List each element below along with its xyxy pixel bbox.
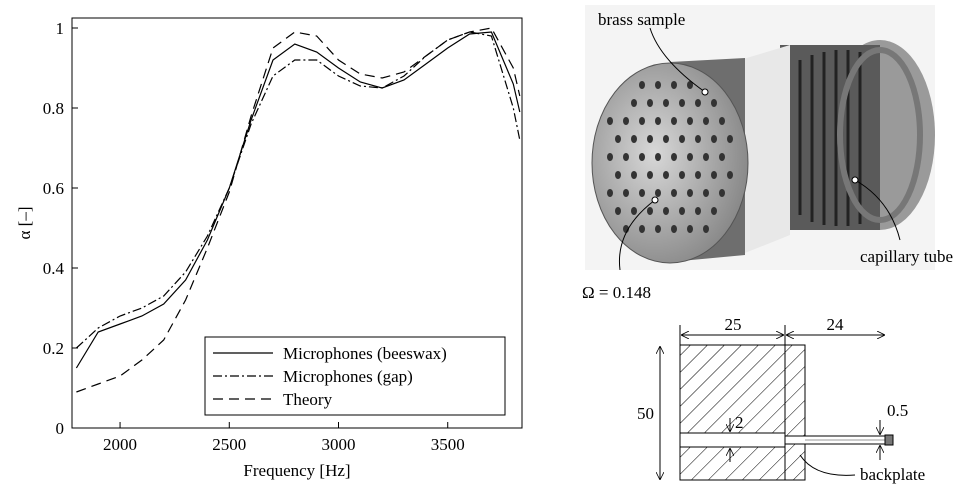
hole xyxy=(623,189,629,197)
technical-drawing xyxy=(660,325,894,481)
y-tick-label: 0.4 xyxy=(43,259,65,278)
hole xyxy=(631,135,637,143)
hole xyxy=(623,117,629,125)
hole xyxy=(663,207,669,215)
dimension-label: 24 xyxy=(827,315,845,334)
hole xyxy=(631,207,637,215)
hole xyxy=(671,117,677,125)
x-axis-label: Frequency [Hz] xyxy=(243,461,350,480)
hole xyxy=(711,135,717,143)
hole xyxy=(679,207,685,215)
hole xyxy=(639,81,645,89)
hole xyxy=(615,171,621,179)
hole xyxy=(607,153,613,161)
y-tick-label: 0.8 xyxy=(43,99,64,118)
hole xyxy=(695,135,701,143)
y-tick-label: 0.6 xyxy=(43,179,64,198)
dimension-label: 2 xyxy=(735,413,744,432)
y-tick-label: 0.2 xyxy=(43,339,64,358)
hole xyxy=(671,189,677,197)
hole xyxy=(671,225,677,233)
dimension-label: backplate xyxy=(860,465,925,484)
x-tick-label: 2000 xyxy=(103,435,137,454)
photo-label: brass sample xyxy=(598,10,685,29)
y-tick-label: 1 xyxy=(56,19,65,38)
hole xyxy=(655,117,661,125)
dimension-label: 25 xyxy=(725,315,742,334)
photo-leaders xyxy=(618,27,901,271)
hole xyxy=(623,153,629,161)
hole xyxy=(719,153,725,161)
hole xyxy=(679,99,685,107)
hole xyxy=(631,99,637,107)
hole xyxy=(663,171,669,179)
hole xyxy=(703,225,709,233)
x-tick-label: 2500 xyxy=(212,435,246,454)
hole xyxy=(687,189,693,197)
x-tick-label: 3000 xyxy=(322,435,356,454)
legend-label: Microphones (beeswax) xyxy=(283,344,447,363)
photo-label: Ω = 0.148 xyxy=(582,283,651,302)
hole xyxy=(695,171,701,179)
hole xyxy=(671,81,677,89)
photo xyxy=(585,5,935,270)
hole xyxy=(679,135,685,143)
hole xyxy=(631,171,637,179)
hole xyxy=(663,99,669,107)
hole xyxy=(655,225,661,233)
x-tick-label: 3500 xyxy=(431,435,465,454)
hole xyxy=(615,207,621,215)
hole xyxy=(727,171,733,179)
dimension-label: 0.5 xyxy=(887,401,908,420)
hole xyxy=(687,117,693,125)
hole xyxy=(607,189,613,197)
plot-frame xyxy=(71,17,523,429)
series-line xyxy=(75,31,521,349)
hole xyxy=(695,207,701,215)
hole xyxy=(711,99,717,107)
hole xyxy=(711,207,717,215)
hole xyxy=(647,99,653,107)
series-line xyxy=(76,27,521,393)
dimension-label: 50 xyxy=(637,404,654,423)
photo-label: capillary tube xyxy=(860,247,953,266)
hole xyxy=(687,81,693,89)
hole xyxy=(687,153,693,161)
hole xyxy=(639,189,645,197)
hole xyxy=(679,171,685,179)
y-tick-label: 0 xyxy=(56,419,65,438)
hole xyxy=(687,225,693,233)
hole xyxy=(647,135,653,143)
hole xyxy=(727,135,733,143)
y-axis-label: α [–] xyxy=(15,207,34,240)
hole xyxy=(655,153,661,161)
hole xyxy=(655,189,661,197)
hole xyxy=(647,207,653,215)
hole xyxy=(647,171,653,179)
hole xyxy=(703,189,709,197)
hole xyxy=(703,117,709,125)
legend-label: Microphones (gap) xyxy=(283,367,413,386)
hole xyxy=(615,135,621,143)
hole xyxy=(711,171,717,179)
hole xyxy=(671,153,677,161)
hole xyxy=(655,81,661,89)
hole xyxy=(639,225,645,233)
hole xyxy=(607,117,613,125)
legend-label: Theory xyxy=(283,390,333,409)
hole xyxy=(663,135,669,143)
hole xyxy=(639,153,645,161)
hole xyxy=(639,117,645,125)
series-line xyxy=(75,31,521,369)
hole xyxy=(703,153,709,161)
hole xyxy=(719,189,725,197)
hole xyxy=(695,99,701,107)
hole xyxy=(719,117,725,125)
